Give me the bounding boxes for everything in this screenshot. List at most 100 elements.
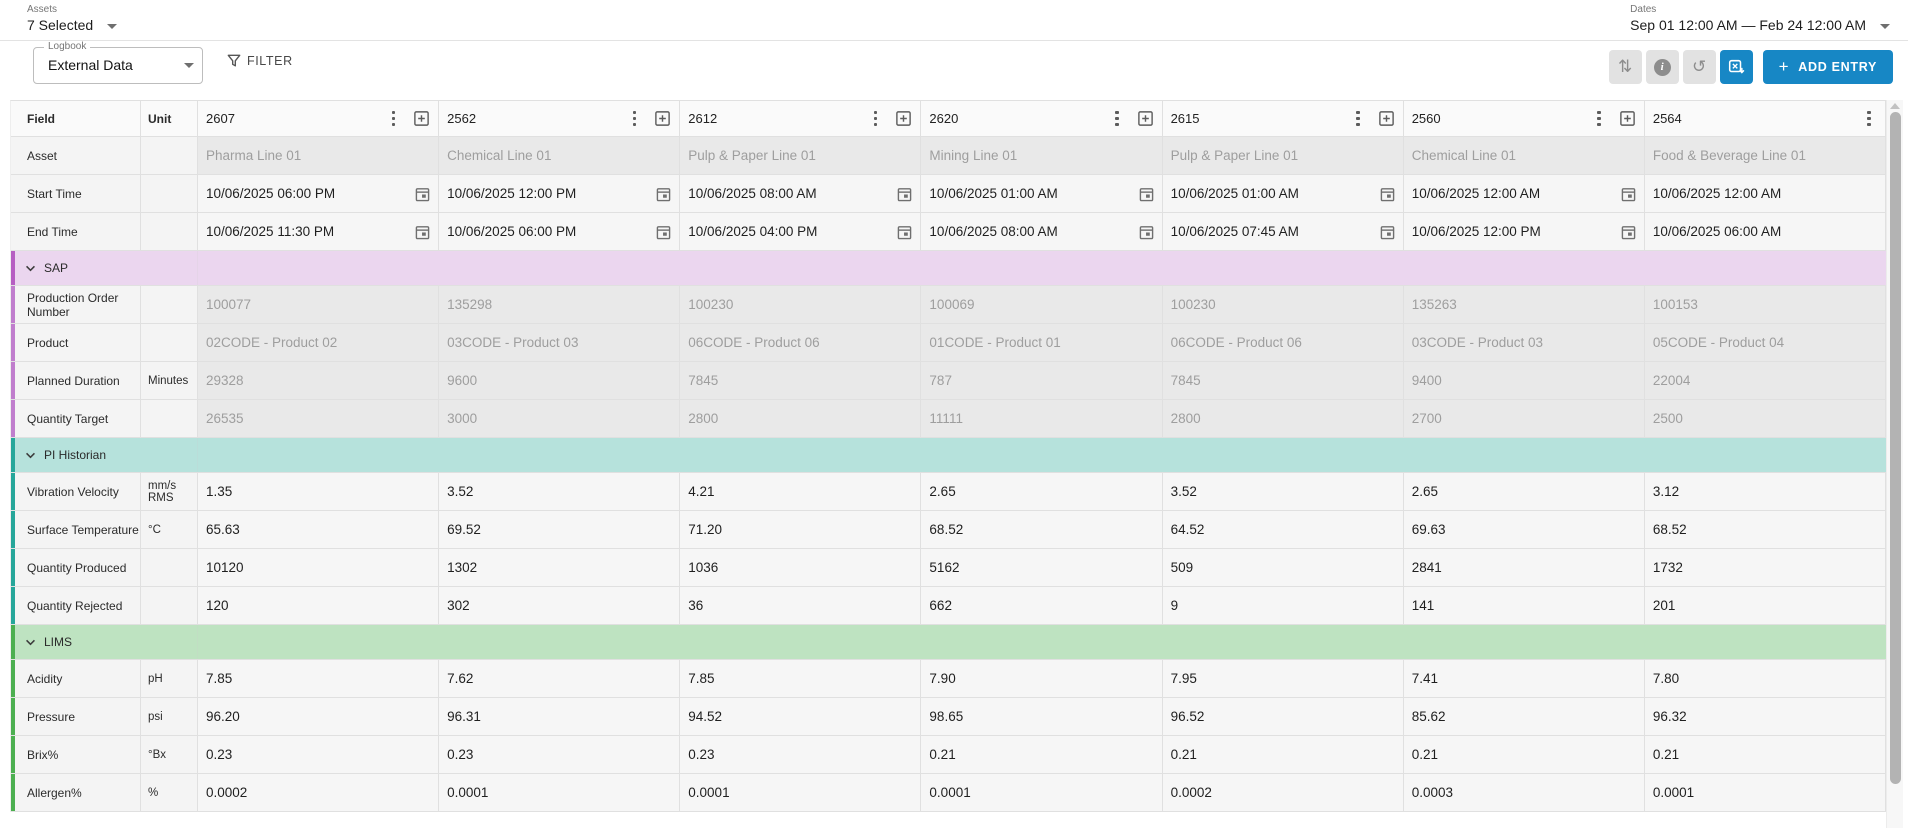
- column-menu-icon[interactable]: [1591, 107, 1607, 131]
- start-time-cell[interactable]: 10/06/2025 06:00 PM: [198, 175, 440, 212]
- value-cell[interactable]: 7.62: [439, 660, 681, 697]
- add-cell-icon[interactable]: [654, 110, 671, 127]
- filter-button[interactable]: FILTER: [227, 54, 293, 68]
- value-cell[interactable]: 10120: [198, 549, 440, 586]
- value-cell[interactable]: 98.65: [921, 698, 1163, 735]
- value-cell[interactable]: 2.65: [921, 473, 1163, 510]
- value-cell[interactable]: 0.0002: [1163, 774, 1404, 811]
- section-header-pi-historian[interactable]: PI Historian: [11, 438, 1886, 473]
- value-cell[interactable]: 7.85: [198, 660, 440, 697]
- calendar-icon[interactable]: [897, 224, 912, 240]
- value-cell[interactable]: 141: [1404, 587, 1645, 624]
- value-cell[interactable]: 0.23: [680, 736, 922, 773]
- add-cell-icon[interactable]: [1378, 110, 1395, 127]
- value-cell[interactable]: 201: [1645, 587, 1886, 624]
- end-time-cell[interactable]: 10/06/2025 07:45 AM: [1163, 213, 1404, 250]
- value-cell[interactable]: 5162: [921, 549, 1163, 586]
- value-cell[interactable]: 0.23: [439, 736, 681, 773]
- value-cell[interactable]: 94.52: [680, 698, 922, 735]
- value-cell[interactable]: 96.31: [439, 698, 681, 735]
- value-cell[interactable]: 68.52: [921, 511, 1163, 548]
- start-time-cell[interactable]: 10/06/2025 08:00 AM: [680, 175, 922, 212]
- add-cell-icon[interactable]: [895, 110, 912, 127]
- sort-button[interactable]: ⇅: [1608, 50, 1642, 84]
- value-cell[interactable]: 0.0001: [680, 774, 922, 811]
- scroll-up-arrow-icon[interactable]: [1890, 103, 1900, 109]
- value-cell[interactable]: 1036: [680, 549, 922, 586]
- start-time-cell[interactable]: 10/06/2025 12:00 PM: [439, 175, 681, 212]
- end-time-cell[interactable]: 10/06/2025 12:00 PM: [1404, 213, 1645, 250]
- calendar-icon[interactable]: [1139, 224, 1154, 240]
- calendar-icon[interactable]: [897, 186, 912, 202]
- value-cell[interactable]: 71.20: [680, 511, 922, 548]
- value-cell[interactable]: 68.52: [1645, 511, 1886, 548]
- excel-export-button[interactable]: [1719, 50, 1753, 84]
- value-cell[interactable]: 0.21: [1645, 736, 1886, 773]
- end-time-cell[interactable]: 10/06/2025 08:00 AM: [921, 213, 1163, 250]
- value-cell[interactable]: 96.32: [1645, 698, 1886, 735]
- value-cell[interactable]: 1732: [1645, 549, 1886, 586]
- value-cell[interactable]: 1302: [439, 549, 681, 586]
- assets-selector[interactable]: Assets 7 Selected: [27, 4, 118, 33]
- value-cell[interactable]: 2841: [1404, 549, 1645, 586]
- value-cell[interactable]: 0.0001: [439, 774, 681, 811]
- value-cell[interactable]: 0.0002: [198, 774, 440, 811]
- vertical-scrollbar[interactable]: [1886, 100, 1903, 828]
- calendar-icon[interactable]: [1621, 224, 1636, 240]
- value-cell[interactable]: 120: [198, 587, 440, 624]
- start-time-cell[interactable]: 10/06/2025 01:00 AM: [1163, 175, 1404, 212]
- calendar-icon[interactable]: [1139, 186, 1154, 202]
- value-cell[interactable]: 0.21: [921, 736, 1163, 773]
- end-time-cell[interactable]: 10/06/2025 04:00 PM: [680, 213, 922, 250]
- value-cell[interactable]: 85.62: [1404, 698, 1645, 735]
- value-cell[interactable]: 0.0003: [1404, 774, 1645, 811]
- calendar-icon[interactable]: [1380, 224, 1395, 240]
- column-menu-icon[interactable]: [1861, 107, 1877, 131]
- dates-selector[interactable]: Dates Sep 01 12:00 AM — Feb 24 12:00 AM: [1630, 4, 1890, 33]
- column-menu-icon[interactable]: [627, 107, 643, 131]
- value-cell[interactable]: 96.20: [198, 698, 440, 735]
- add-entry-button[interactable]: + ADD ENTRY: [1762, 50, 1893, 84]
- value-cell[interactable]: 96.52: [1163, 698, 1404, 735]
- add-cell-icon[interactable]: [413, 110, 430, 127]
- value-cell[interactable]: 1.35: [198, 473, 440, 510]
- start-time-cell[interactable]: 10/06/2025 01:00 AM: [921, 175, 1163, 212]
- value-cell[interactable]: 65.63: [198, 511, 440, 548]
- value-cell[interactable]: 9: [1163, 587, 1404, 624]
- value-cell[interactable]: 302: [439, 587, 681, 624]
- value-cell[interactable]: 3.52: [439, 473, 681, 510]
- column-menu-icon[interactable]: [1350, 107, 1366, 131]
- value-cell[interactable]: 3.52: [1163, 473, 1404, 510]
- column-menu-icon[interactable]: [386, 107, 402, 131]
- section-header-lims[interactable]: LIMS: [11, 625, 1886, 660]
- end-time-cell[interactable]: 10/06/2025 06:00 AM: [1645, 213, 1886, 250]
- end-time-cell[interactable]: 10/06/2025 11:30 PM: [198, 213, 440, 250]
- value-cell[interactable]: 509: [1163, 549, 1404, 586]
- value-cell[interactable]: 64.52: [1163, 511, 1404, 548]
- calendar-icon[interactable]: [656, 224, 671, 240]
- add-cell-icon[interactable]: [1619, 110, 1636, 127]
- value-cell[interactable]: 7.41: [1404, 660, 1645, 697]
- calendar-icon[interactable]: [415, 186, 430, 202]
- info-button[interactable]: i: [1645, 50, 1679, 84]
- history-button[interactable]: ↺: [1682, 50, 1716, 84]
- start-time-cell[interactable]: 10/06/2025 12:00 AM: [1404, 175, 1645, 212]
- end-time-cell[interactable]: 10/06/2025 06:00 PM: [439, 213, 681, 250]
- value-cell[interactable]: 36: [680, 587, 922, 624]
- value-cell[interactable]: 0.23: [198, 736, 440, 773]
- value-cell[interactable]: 2.65: [1404, 473, 1645, 510]
- section-header-sap[interactable]: SAP: [11, 251, 1886, 286]
- value-cell[interactable]: 0.0001: [921, 774, 1163, 811]
- column-menu-icon[interactable]: [868, 107, 884, 131]
- add-cell-icon[interactable]: [1137, 110, 1154, 127]
- value-cell[interactable]: 4.21: [680, 473, 922, 510]
- calendar-icon[interactable]: [1621, 186, 1636, 202]
- value-cell[interactable]: 7.95: [1163, 660, 1404, 697]
- logbook-select[interactable]: Logbook External Data: [33, 41, 203, 84]
- value-cell[interactable]: 69.52: [439, 511, 681, 548]
- value-cell[interactable]: 662: [921, 587, 1163, 624]
- value-cell[interactable]: 0.0001: [1645, 774, 1886, 811]
- calendar-icon[interactable]: [656, 186, 671, 202]
- value-cell[interactable]: 7.85: [680, 660, 922, 697]
- value-cell[interactable]: 3.12: [1645, 473, 1886, 510]
